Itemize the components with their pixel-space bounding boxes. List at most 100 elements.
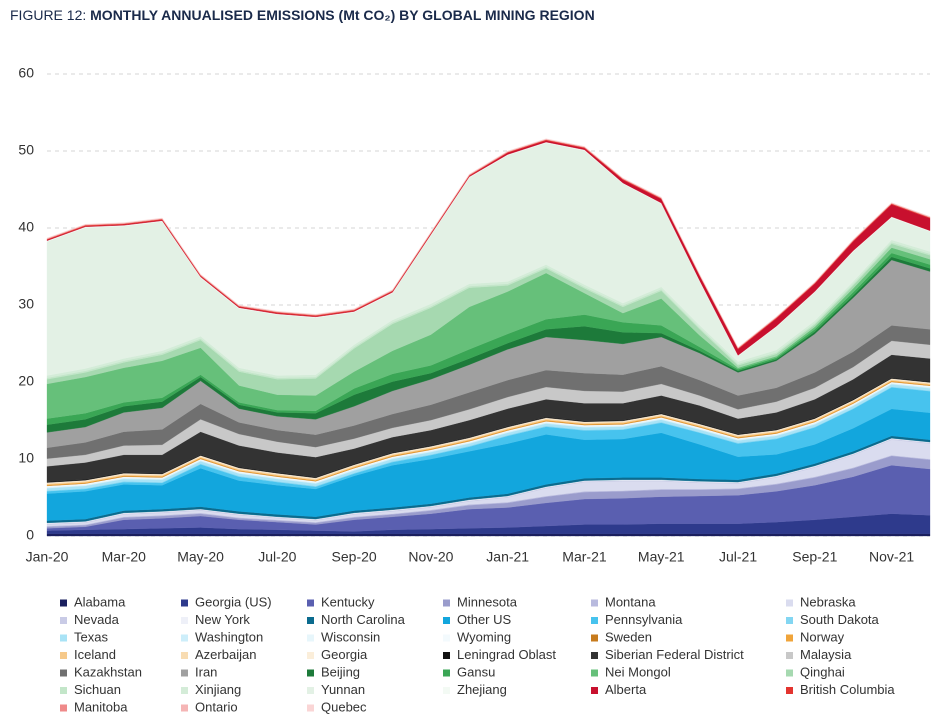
- legend-swatch: [60, 704, 67, 712]
- legend-swatch: [786, 687, 793, 694]
- legend-swatch: [591, 669, 598, 677]
- legend-swatch: [307, 634, 314, 642]
- legend-swatch: [307, 652, 314, 659]
- legend-swatch: [443, 687, 450, 694]
- legend-swatch: [181, 687, 188, 694]
- legend-label: Kentucky: [321, 594, 375, 609]
- legend-label: Wyoming: [457, 629, 511, 644]
- legend-swatch: [591, 599, 598, 607]
- legend-label: Iran: [195, 664, 217, 679]
- y-tick-label: 40: [18, 219, 34, 235]
- title-text: MONTHLY ANNUALISED EMISSIONS (Mt CO₂) BY…: [90, 7, 595, 23]
- figure-label: FIGURE 12:: [10, 7, 86, 23]
- x-tick-label: Sep-21: [792, 549, 837, 565]
- x-tick-label: Jul-20: [258, 549, 296, 565]
- x-tick-label: May-20: [177, 549, 224, 565]
- legend-label: Pennsylvania: [605, 612, 683, 627]
- legend-label: Sweden: [605, 629, 652, 644]
- legend-swatch: [786, 669, 793, 677]
- legend-swatch: [786, 599, 793, 607]
- legend-label: Qinghai: [800, 664, 845, 679]
- y-tick-label: 30: [18, 296, 34, 312]
- legend-swatch: [307, 599, 314, 607]
- legend-label: Montana: [605, 594, 656, 609]
- y-tick-label: 0: [26, 527, 34, 543]
- legend-label: New York: [195, 612, 250, 627]
- legend-label: Alabama: [74, 594, 126, 609]
- x-tick-label: Mar-20: [102, 549, 147, 565]
- legend-label: Wisconsin: [321, 629, 380, 644]
- legend-label: Washington: [195, 629, 263, 644]
- legend-label: British Columbia: [800, 682, 895, 697]
- legend-label: Nei Mongol: [605, 664, 671, 679]
- legend-swatch: [591, 687, 598, 694]
- x-tick-label: Jan-21: [486, 549, 529, 565]
- legend-swatch: [443, 617, 450, 624]
- legend-swatch: [307, 669, 314, 677]
- x-tick-label: Sep-20: [332, 549, 377, 565]
- legend-swatch: [786, 617, 793, 624]
- legend-swatch: [443, 669, 450, 677]
- legend-label: Georgia (US): [195, 594, 272, 609]
- legend-label: Other US: [457, 612, 512, 627]
- legend-swatch: [591, 652, 598, 659]
- x-tick-label: Jul-21: [719, 549, 757, 565]
- legend-label: Kazakhstan: [74, 664, 142, 679]
- legend-label: Nebraska: [800, 594, 856, 609]
- chart-title: FIGURE 12: MONTHLY ANNUALISED EMISSIONS …: [10, 7, 595, 23]
- legend-swatch: [181, 652, 188, 659]
- legend-label: Texas: [74, 629, 108, 644]
- legend-label: Beijing: [321, 664, 360, 679]
- x-tick-label: Mar-21: [562, 549, 607, 565]
- y-tick-label: 10: [18, 450, 34, 466]
- legend-label: Georgia: [321, 647, 368, 662]
- legend-label: Malaysia: [800, 647, 852, 662]
- legend-swatch: [786, 634, 793, 642]
- legend-label: Yunnan: [321, 682, 365, 697]
- legend-swatch: [60, 669, 67, 677]
- legend-swatch: [786, 652, 793, 659]
- legend: Alabama Georgia (US) Kentucky Minnesota Mont…: [60, 594, 895, 714]
- legend-swatch: [307, 704, 314, 712]
- legend-label: Minnesota: [457, 594, 518, 609]
- y-tick-label: 20: [18, 373, 34, 389]
- legend-label: Siberian Federal District: [605, 647, 744, 662]
- x-tick-label: Nov-20: [408, 549, 453, 565]
- axes: 0 10 20 30 40 50 60 Jan-20 Mar-20 May-20 Jul-20 Sep…: [18, 65, 914, 565]
- legend-swatch: [443, 599, 450, 607]
- legend-label: Zhejiang: [457, 682, 507, 697]
- legend-label: Norway: [800, 629, 845, 644]
- legend-swatch: [181, 599, 188, 607]
- x-tick-label: Jan-20: [26, 549, 69, 565]
- legend-swatch: [60, 599, 67, 607]
- legend-swatch: [307, 687, 314, 694]
- legend-swatch: [60, 634, 67, 642]
- y-tick-label: 60: [18, 65, 34, 81]
- legend-swatch: [591, 634, 598, 642]
- x-tick-label: Nov-21: [869, 549, 914, 565]
- legend-label: Xinjiang: [195, 682, 241, 697]
- legend-label: Gansu: [457, 664, 495, 679]
- legend-label: North Carolina: [321, 612, 406, 627]
- y-tick-label: 50: [18, 142, 34, 158]
- legend-swatch: [181, 634, 188, 642]
- legend-swatch: [443, 652, 450, 659]
- legend-label: Alberta: [605, 682, 647, 697]
- legend-swatch: [591, 617, 598, 624]
- area: [46, 138, 931, 348]
- area: [46, 533, 931, 537]
- plot-area: [46, 138, 931, 537]
- legend-label: Leningrad Oblast: [457, 647, 556, 662]
- legend-label: South Dakota: [800, 612, 880, 627]
- legend-swatch: [181, 669, 188, 677]
- legend-swatch: [181, 617, 188, 624]
- legend-label: Sichuan: [74, 682, 121, 697]
- legend-label: Nevada: [74, 612, 120, 627]
- legend-label: Ontario: [195, 699, 238, 714]
- legend-swatch: [60, 652, 67, 659]
- legend-swatch: [181, 704, 188, 712]
- legend-label: Azerbaijan: [195, 647, 256, 662]
- legend-label: Quebec: [321, 699, 367, 714]
- legend-swatch: [60, 617, 67, 624]
